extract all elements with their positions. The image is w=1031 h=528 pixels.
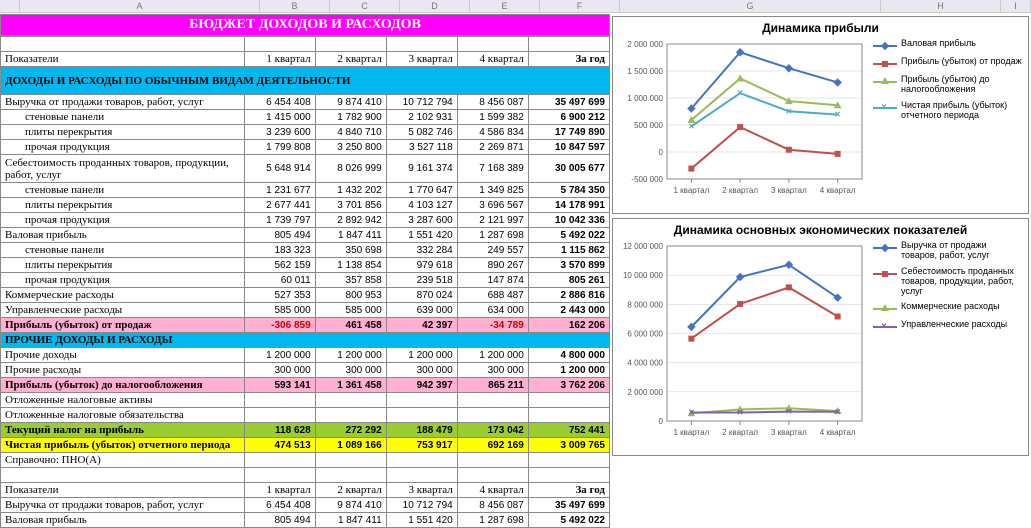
chart-legend: Выручка от продажи товаров, работ, услуг…: [867, 241, 1024, 451]
empty-row: [1, 37, 610, 52]
profit-before-tax-row: Прибыль (убыток) до налогообложения 593 …: [1, 378, 610, 393]
other-income-row: Прочие доходы 1 200 0001 200 0001 200 00…: [1, 348, 610, 363]
column-headers: A B C D E F G H I: [0, 0, 1031, 13]
svg-text:4 000 000: 4 000 000: [627, 359, 663, 368]
deferred-assets-row: Отложенные налоговые активы: [1, 393, 610, 408]
deferred-liab-row: Отложенные налоговые обязательства: [1, 408, 610, 423]
svg-text:500 000: 500 000: [634, 121, 663, 130]
section-header: ДОХОДЫ И РАСХОДЫ ПО ОБЫЧНЫМ ВИДАМ ДЕЯТЕЛ…: [1, 67, 610, 95]
chart-title: Динамика прибыли: [617, 21, 1024, 35]
chart-plot: -500 000 0 500 000 1 000 000 1 500 000 2 000 …: [617, 39, 867, 209]
svg-text:×: ×: [737, 88, 743, 99]
svg-text:×: ×: [786, 106, 792, 117]
svg-text:1 500 000: 1 500 000: [627, 67, 663, 76]
table-row: прочая продукция60 011357 858239 518147 …: [1, 273, 610, 288]
svg-text:2 квартал: 2 квартал: [722, 428, 758, 437]
legend-item: Валовая прибыль: [873, 39, 1024, 51]
legend-item: Прибыль (убыток) от продаж: [873, 57, 1024, 69]
table-row: плиты перекрытия2 677 4413 701 8564 103 …: [1, 198, 610, 213]
main-table[interactable]: Показатели 1 квартал 2 квартал 3 квартал…: [0, 36, 610, 528]
legend-item: Прибыль (убыток) до налогообложения: [873, 75, 1024, 95]
current-tax-row: Текущий налог на прибыль 118 628272 2921…: [1, 423, 610, 438]
table-row: прочая продукция1 739 7972 892 9423 287 …: [1, 213, 610, 228]
chart-title: Динамика основных экономических показате…: [617, 223, 1024, 237]
table-row: прочая продукция1 799 8083 250 8003 527 …: [1, 140, 610, 155]
section-header: ПРОЧИЕ ДОХОДЫ И РАСХОДЫ: [1, 333, 610, 348]
budget-table-panel: БЮДЖЕТ ДОХОДОВ И РАСХОДОВ Показатели 1 к…: [0, 14, 610, 528]
legend-item: Себестоимость проданных товаров, продукц…: [873, 267, 1024, 297]
svg-text:1 квартал: 1 квартал: [674, 428, 710, 437]
table-row: Выручка от продажи товаров, работ, услуг…: [1, 498, 610, 513]
header-row: Показатели 1 квартал 2 квартал 3 квартал…: [1, 52, 610, 67]
svg-text:6 000 000: 6 000 000: [627, 330, 663, 339]
table-row: Коммерческие расходы527 353800 953870 02…: [1, 288, 610, 303]
legend-item: ×Чистая прибыль (убыток) отчетного перио…: [873, 101, 1024, 121]
svg-text:1 000 000: 1 000 000: [627, 94, 663, 103]
table-row: Валовая прибыль805 4941 847 4111 551 420…: [1, 228, 610, 243]
net-profit-row: Чистая прибыль (убыток) отчетного период…: [1, 438, 610, 453]
chart-legend: Валовая прибыль Прибыль (убыток) от прода…: [867, 39, 1024, 209]
svg-text:3 квартал: 3 квартал: [771, 186, 807, 195]
svg-text:×: ×: [688, 121, 694, 132]
table-row: Управленческие расходы585 000585 000639 …: [1, 303, 610, 318]
table-row: плиты перекрытия562 1591 138 854979 6188…: [1, 258, 610, 273]
table-row: стеновые панели1 415 0001 782 9002 102 9…: [1, 110, 610, 125]
svg-text:×: ×: [835, 110, 841, 121]
profit-sales-row: Прибыль (убыток) от продаж -306 859 461 …: [1, 318, 610, 333]
svg-text:2 000 000: 2 000 000: [627, 388, 663, 397]
table-row: Выручка от продажи товаров, работ, услуг…: [1, 95, 610, 110]
svg-text:0: 0: [659, 417, 664, 426]
table-row: Себестоимость проданных товаров, продукц…: [1, 155, 610, 183]
table-row: стеновые панели183 323350 698332 284249 …: [1, 243, 610, 258]
svg-text:12 000 000: 12 000 000: [623, 242, 664, 251]
other-expense-row: Прочие расходы 300 000300 000300 000300 …: [1, 363, 610, 378]
svg-text:8 000 000: 8 000 000: [627, 300, 663, 309]
legend-item: ×Управленческие расходы: [873, 320, 1024, 332]
svg-text:1 квартал: 1 квартал: [674, 186, 710, 195]
svg-text:2 000 000: 2 000 000: [627, 40, 663, 49]
chart-profit-dynamics[interactable]: Динамика прибыли -500 000 0 500 000 1 000 0…: [612, 16, 1029, 214]
header-row-2: Показатели 1 квартал 2 квартал 3 квартал…: [1, 483, 610, 498]
legend-item: Выручка от продажи товаров, работ, услуг: [873, 241, 1024, 261]
page-title: БЮДЖЕТ ДОХОДОВ И РАСХОДОВ: [0, 14, 610, 36]
svg-text:0: 0: [659, 148, 664, 157]
svg-text:4 квартал: 4 квартал: [820, 186, 856, 195]
svg-text:×: ×: [786, 407, 792, 418]
svg-text:-500 000: -500 000: [631, 175, 663, 184]
empty-row: [1, 468, 610, 483]
legend-item: Коммерческие расходы: [873, 302, 1024, 314]
chart-plot: 0 2 000 000 4 000 000 6 000 000 8 000 000 10 …: [617, 241, 867, 451]
svg-text:×: ×: [737, 407, 743, 418]
reference-row: Справочно: ПНО(А): [1, 453, 610, 468]
chart-economic-indicators[interactable]: Динамика основных экономических показате…: [612, 218, 1029, 456]
svg-text:4 квартал: 4 квартал: [820, 428, 856, 437]
svg-text:×: ×: [835, 407, 841, 418]
table-row: плиты перекрытия3 239 6004 840 7105 082 …: [1, 125, 610, 140]
table-row: стеновые панели1 231 6771 432 2021 770 6…: [1, 183, 610, 198]
svg-text:2 квартал: 2 квартал: [722, 186, 758, 195]
svg-text:10 000 000: 10 000 000: [623, 271, 664, 280]
svg-text:3 квартал: 3 квартал: [771, 428, 807, 437]
svg-text:×: ×: [688, 407, 694, 418]
